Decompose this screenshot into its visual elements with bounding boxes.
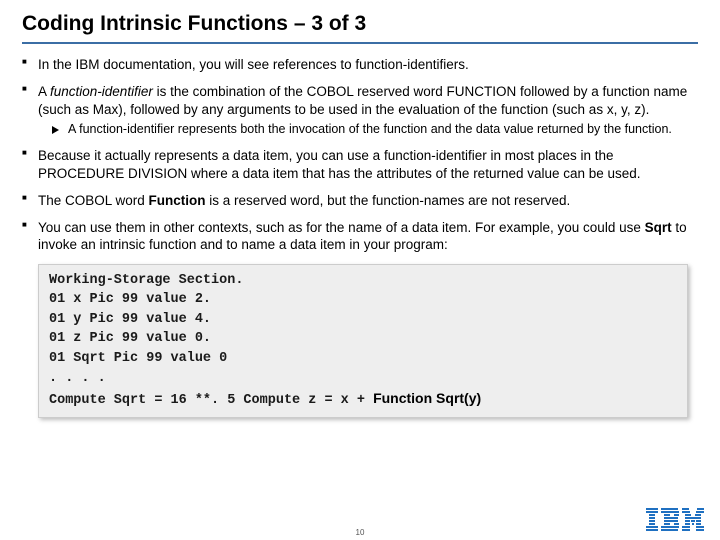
ibm-logo-svg <box>646 508 704 532</box>
slide-body: In the IBM documentation, you will see r… <box>22 56 698 418</box>
code-text: Compute Sqrt = 16 **. 5 Compute z = x + <box>49 393 373 408</box>
slide: Coding Intrinsic Functions – 3 of 3 In t… <box>0 0 720 540</box>
sub-bullet-list: A function-identifier represents both th… <box>38 122 698 138</box>
bullet-text: is a reserved word, but the function-nam… <box>206 193 571 208</box>
code-line: 01 y Pic 99 value 4. <box>49 310 677 330</box>
code-line: 01 x Pic 99 value 2. <box>49 290 677 310</box>
bullet-text: In the IBM documentation, you will see r… <box>38 57 469 72</box>
bullet-item: Because it actually represents a data it… <box>22 147 698 182</box>
bullet-item: In the IBM documentation, you will see r… <box>22 56 698 73</box>
emphasis-term: function-identifier <box>50 84 153 99</box>
sub-bullet-text: A function-identifier represents both th… <box>68 122 672 136</box>
bullet-text: Because it actually represents a data it… <box>38 148 641 180</box>
bullet-text: A <box>38 84 50 99</box>
sub-bullet-item: A function-identifier represents both th… <box>52 122 698 138</box>
reserved-word: Function <box>149 193 206 208</box>
code-line: Compute Sqrt = 16 **. 5 Compute z = x + … <box>49 388 677 411</box>
code-line: . . . . <box>49 369 677 389</box>
code-line: Working-Storage Section. <box>49 271 677 291</box>
function-name: Sqrt <box>645 220 672 235</box>
ibm-logo <box>646 508 704 532</box>
bullet-list: In the IBM documentation, you will see r… <box>22 56 698 254</box>
bullet-item: A function-identifier is the combination… <box>22 83 698 137</box>
slide-title: Coding Intrinsic Functions – 3 of 3 <box>22 12 698 44</box>
bullet-item: You can use them in other contexts, such… <box>22 219 698 254</box>
page-number: 10 <box>356 528 365 537</box>
code-line: 01 z Pic 99 value 0. <box>49 329 677 349</box>
bullet-text: You can use them in other contexts, such… <box>38 220 645 235</box>
code-example: Working-Storage Section. 01 x Pic 99 val… <box>38 264 688 418</box>
bullet-text: The COBOL word <box>38 193 149 208</box>
code-line: 01 Sqrt Pic 99 value 0 <box>49 349 677 369</box>
bullet-item: The COBOL word Function is a reserved wo… <box>22 192 698 209</box>
function-call: Function Sqrt(y) <box>373 390 481 406</box>
